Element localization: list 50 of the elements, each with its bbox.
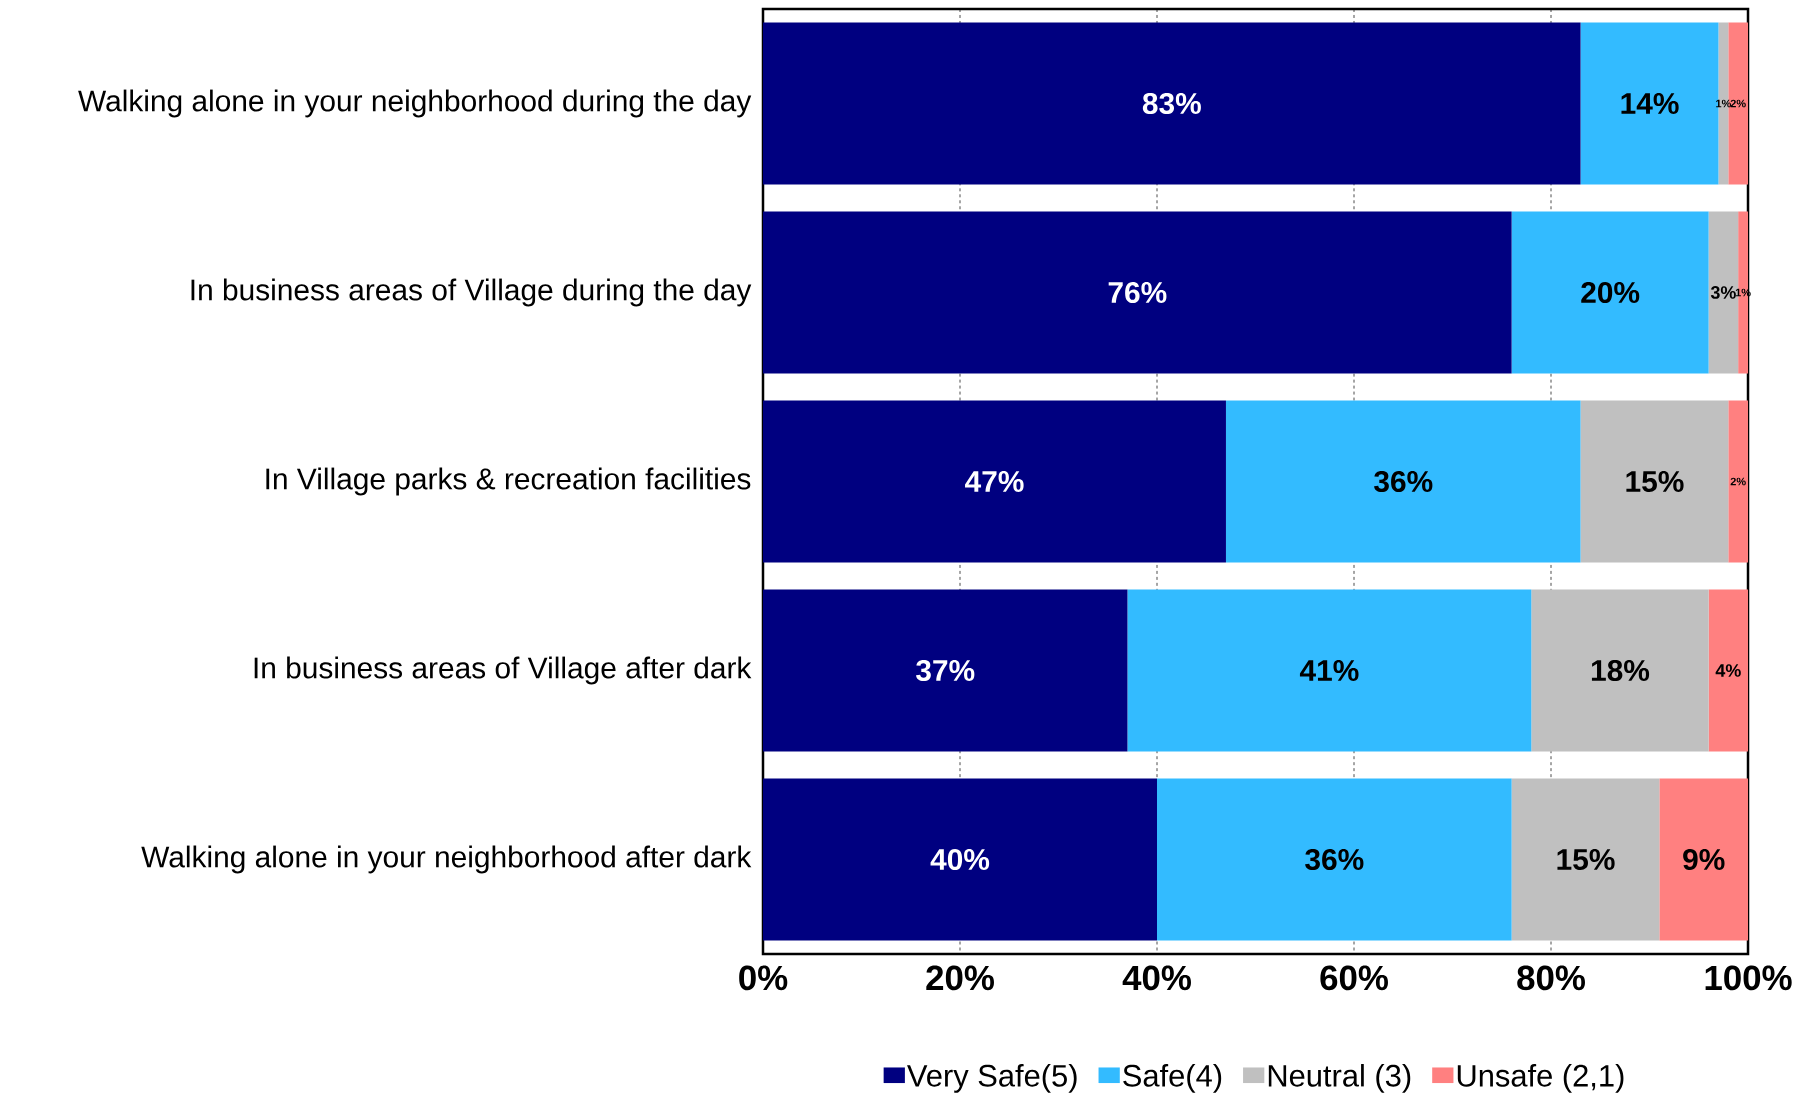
bar bbox=[1580, 400, 1729, 563]
data-label: 2% bbox=[1730, 477, 1746, 486]
x-tick-label: 40% bbox=[1122, 965, 1191, 991]
legend-label: Safe(4) bbox=[1123, 1064, 1222, 1093]
x-tick-label: 20% bbox=[926, 965, 994, 991]
data-label: 18% bbox=[1591, 659, 1650, 682]
legend-label: Unsafe (2,1) bbox=[1457, 1064, 1624, 1093]
bar bbox=[1511, 211, 1709, 374]
y-tick-label: In business areas of Village during the day bbox=[191, 278, 752, 307]
data-label: 41% bbox=[1299, 659, 1359, 682]
bar bbox=[763, 211, 1512, 374]
data-label: 83% bbox=[1142, 92, 1201, 115]
data-label: 3% bbox=[1710, 286, 1736, 299]
data-label: 4% bbox=[1715, 664, 1741, 677]
x-tick-label: 100% bbox=[1705, 965, 1792, 991]
data-label: 36% bbox=[1305, 848, 1364, 871]
bar bbox=[1708, 589, 1749, 752]
bar bbox=[1728, 400, 1749, 563]
legend-label: Neutral (3) bbox=[1268, 1064, 1411, 1093]
bar bbox=[1511, 778, 1660, 941]
bar bbox=[763, 589, 1128, 752]
x-tick-label: 0% bbox=[739, 965, 788, 991]
y-tick-label: In business areas of Village after dark bbox=[254, 656, 752, 685]
data-label: 76% bbox=[1108, 281, 1167, 304]
data-label: 2% bbox=[1730, 99, 1746, 108]
data-label: 14% bbox=[1621, 92, 1679, 115]
bar bbox=[1659, 778, 1749, 941]
data-label: 20% bbox=[1581, 281, 1640, 304]
x-tick-label: 60% bbox=[1320, 965, 1388, 991]
x-tick-label: 80% bbox=[1517, 965, 1585, 991]
bar bbox=[763, 400, 1226, 563]
y-tick-label: In Village parks & recreation facilities bbox=[266, 467, 751, 496]
bar bbox=[1157, 778, 1512, 941]
data-label: 40% bbox=[930, 848, 990, 871]
data-label: 15% bbox=[1557, 848, 1615, 871]
data-label: 37% bbox=[916, 659, 975, 682]
bar bbox=[1718, 22, 1729, 185]
data-label: 47% bbox=[965, 470, 1024, 493]
legend-label: Very Safe(5) bbox=[907, 1064, 1077, 1093]
bar bbox=[763, 22, 1581, 185]
data-label: 9% bbox=[1683, 848, 1725, 871]
y-tick-label: Walking alone in your neighborhood during the day bbox=[78, 89, 752, 118]
bar bbox=[1225, 400, 1581, 563]
data-label: 15% bbox=[1626, 470, 1684, 493]
bar bbox=[1531, 589, 1709, 752]
bar bbox=[763, 778, 1157, 941]
bar bbox=[1738, 211, 1749, 374]
data-label: 36% bbox=[1374, 470, 1433, 493]
y-tick-label: Walking alone in your neighborhood after dark bbox=[141, 845, 752, 874]
bar bbox=[1127, 589, 1532, 752]
